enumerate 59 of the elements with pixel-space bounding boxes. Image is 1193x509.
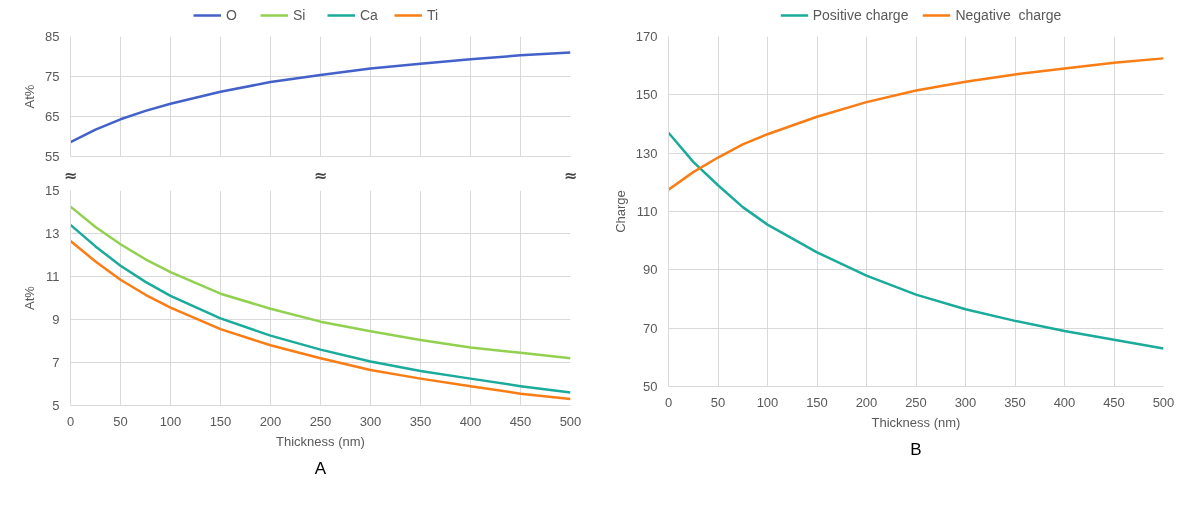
text: ≈ (563, 165, 578, 185)
y-tick-label: 110 (636, 204, 658, 219)
y-tick-label: 7 (52, 355, 60, 370)
legend-label: Positive charge (812, 7, 909, 23)
x-tick-label: 300 (954, 394, 977, 410)
y-tick-label: 170 (635, 29, 658, 44)
legend-label: Negative charge (955, 7, 1062, 23)
y-axis-title: At% (22, 84, 38, 109)
x-tick-label: 450 (509, 413, 532, 429)
legend-label: Ca (360, 7, 379, 23)
y-tick-label: 9 (52, 312, 60, 327)
x-tick-label: 200 (855, 394, 878, 410)
legend-label: Ti (427, 7, 440, 23)
x-tick-label: 400 (459, 413, 482, 429)
text: ≈ (63, 165, 78, 185)
y-tick-label: 55 (45, 149, 60, 164)
legend-label: Si (293, 7, 307, 23)
y-axis-title: Charge (612, 190, 628, 233)
legend-label: O (226, 7, 238, 23)
y-tick-label: 150 (635, 87, 658, 103)
y-tick-label: 50 (643, 379, 658, 394)
x-tick-label: 350 (1004, 394, 1026, 410)
line-series (668, 57, 1164, 191)
x-tick-label: 150 (209, 413, 232, 429)
y-tick-label: 130 (635, 145, 658, 161)
x-tick-label: 250 (905, 394, 927, 410)
x-tick-label: 50 (113, 413, 128, 429)
y-tick-label: 75 (45, 69, 60, 84)
text: A (314, 458, 327, 478)
y-tick-label: 5 (52, 398, 60, 413)
y-axis-title: At% (22, 285, 38, 310)
x-tick-label: 500 (1152, 394, 1175, 410)
y-tick-label: 85 (45, 29, 60, 44)
y-tick-label: 65 (45, 109, 60, 124)
line-series (70, 51, 571, 144)
x-tick-label: 450 (1103, 394, 1125, 410)
x-tick-label: 0 (664, 394, 673, 410)
x-tick-label: 100 (756, 394, 779, 410)
x-tick-label: 150 (806, 394, 828, 410)
x-tick-label: 50 (710, 394, 726, 410)
x-tick-label: 100 (159, 413, 182, 429)
y-tick-label: 15 (45, 183, 60, 198)
text: B (910, 439, 922, 459)
x-axis-title: Thickness (nm) (871, 414, 961, 430)
y-tick-label: 13 (45, 226, 60, 241)
x-tick-label: 400 (1053, 394, 1076, 410)
x-tick-label: 200 (259, 413, 282, 429)
x-tick-label: 350 (409, 413, 432, 429)
line-series (70, 205, 571, 360)
y-tick-label: 70 (643, 320, 658, 336)
x-axis-title: Thickness (nm) (276, 433, 365, 449)
y-tick-label: 11 (46, 269, 60, 284)
x-tick-label: 500 (559, 413, 582, 429)
line-series (668, 131, 1164, 350)
x-tick-label: 300 (359, 413, 382, 429)
text: ≈ (313, 165, 328, 185)
x-tick-label: 0 (66, 413, 75, 429)
x-tick-label: 250 (309, 413, 332, 429)
y-tick-label: 90 (643, 262, 658, 278)
